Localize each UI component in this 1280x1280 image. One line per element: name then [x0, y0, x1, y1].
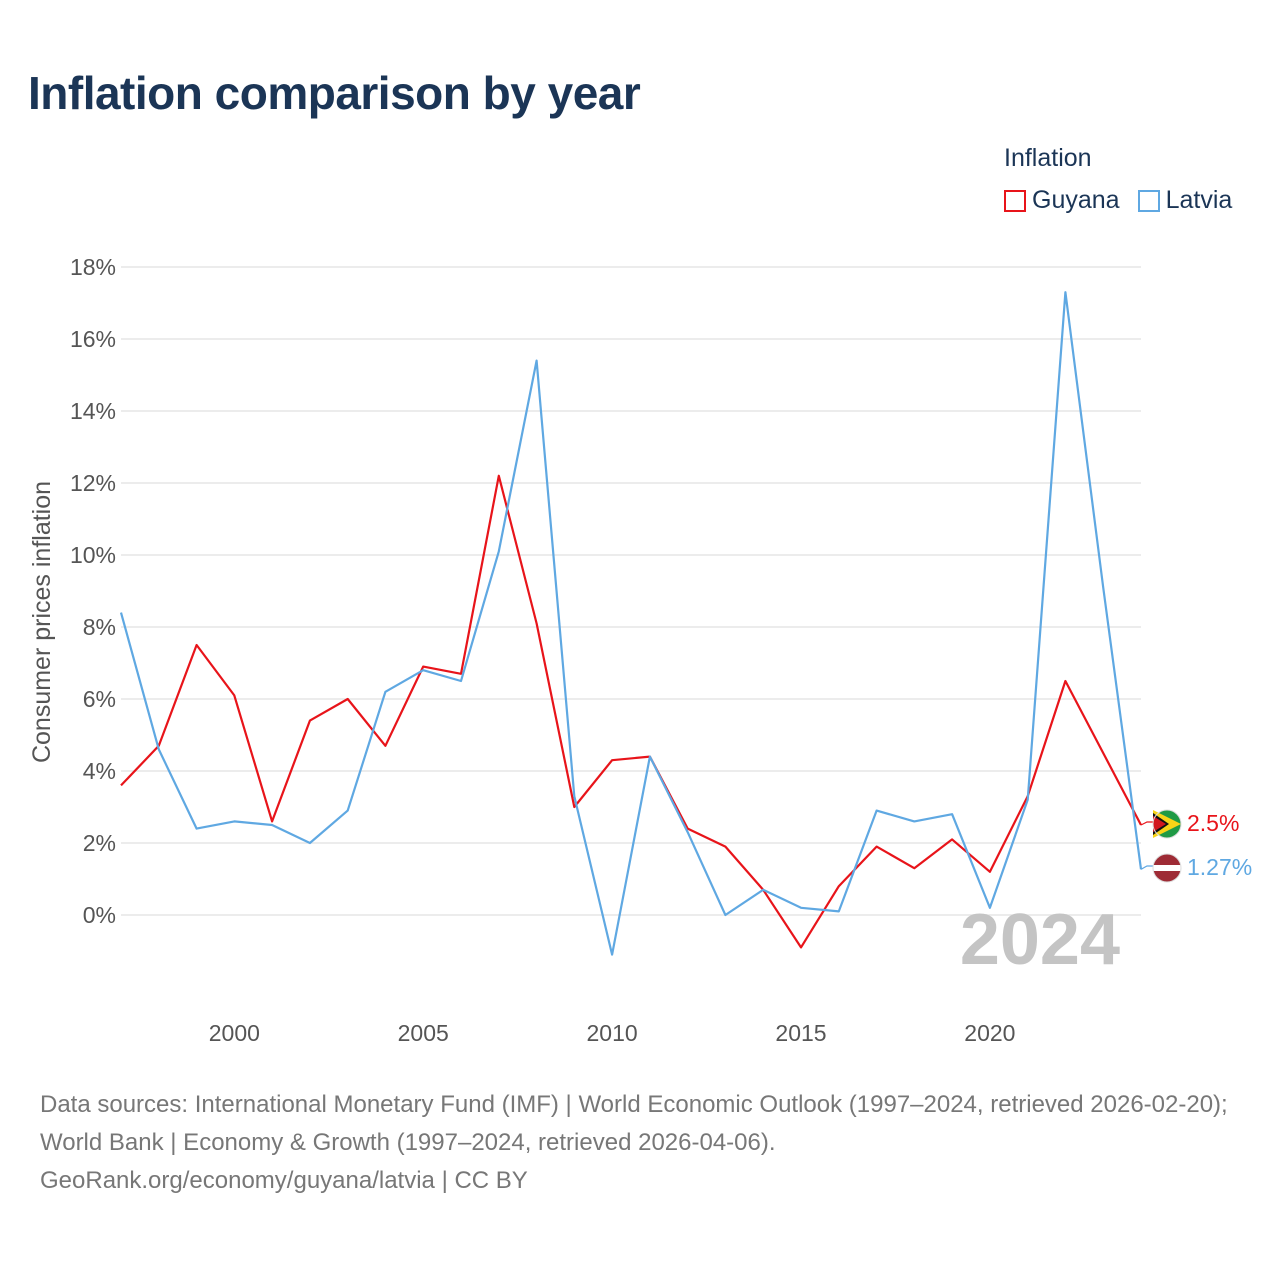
guyana-flag-icon [1152, 809, 1182, 839]
chart-title: Inflation comparison by year [28, 67, 641, 119]
x-tick-label: 2020 [964, 1020, 1015, 1046]
x-tick-label: 2000 [209, 1020, 260, 1046]
source-text: Data sources: International Monetary Fun… [40, 1091, 1228, 1156]
end-label-latvia: 1.27% [1187, 854, 1252, 880]
end-label-guyana: 2.5% [1187, 810, 1239, 836]
legend-label-latvia: Latvia [1165, 186, 1233, 214]
y-tick-label: 18% [70, 254, 116, 280]
legend-swatch-guyana [1004, 189, 1026, 212]
end-connector-guyana [1140, 821, 1153, 826]
line-chart: 0%2%4%6%8%10%12%14%16%18% 2000 2005 2010 20… [28, 254, 1252, 1046]
legend-item-latvia[interactable]: Latvia [1137, 186, 1233, 215]
series-line-latvia[interactable] [119, 291, 1143, 956]
y-tick-label: 2% [83, 830, 116, 856]
x-tick-label: 2005 [398, 1020, 449, 1046]
x-tick-label: 2015 [775, 1020, 826, 1046]
x-axis-ticks: 2000 2005 2010 2015 2020 [209, 1020, 1016, 1046]
latvia-flag-icon [1152, 853, 1182, 883]
legend-swatch-latvia [1137, 189, 1160, 212]
source-link[interactable]: GeoRank.org/economy/guyana/latvia | CC B… [40, 1167, 528, 1194]
legend-title: Inflation [1004, 144, 1092, 172]
y-tick-label: 14% [70, 398, 116, 424]
x-tick-label: 2010 [587, 1020, 638, 1046]
y-tick-label: 4% [83, 758, 116, 784]
series-lines [119, 291, 1143, 956]
y-tick-label: 12% [70, 470, 116, 496]
legend-item-guyana[interactable]: Guyana [1004, 186, 1120, 215]
legend-label-guyana: Guyana [1032, 186, 1120, 214]
y-tick-label: 6% [83, 686, 116, 712]
series-end-markers: 2.5% 1.27% [1140, 809, 1252, 883]
legend: Guyana Latvia [1004, 186, 1250, 215]
data-source-note: Data sources: International Monetary Fun… [40, 1086, 1250, 1200]
y-tick-label: 0% [83, 902, 116, 928]
y-axis-label: Consumer prices inflation [28, 481, 56, 763]
series-line-guyana[interactable] [120, 474, 1142, 949]
y-tick-label: 8% [83, 614, 116, 640]
year-watermark: 2024 [960, 900, 1120, 980]
y-axis-ticks: 0% 2% 4% 6% 8% 10% 12% 14% 16% 18% [70, 254, 116, 928]
y-tick-label: 10% [70, 542, 116, 568]
y-tick-label: 16% [70, 326, 116, 352]
end-connector-latvia [1140, 865, 1153, 870]
